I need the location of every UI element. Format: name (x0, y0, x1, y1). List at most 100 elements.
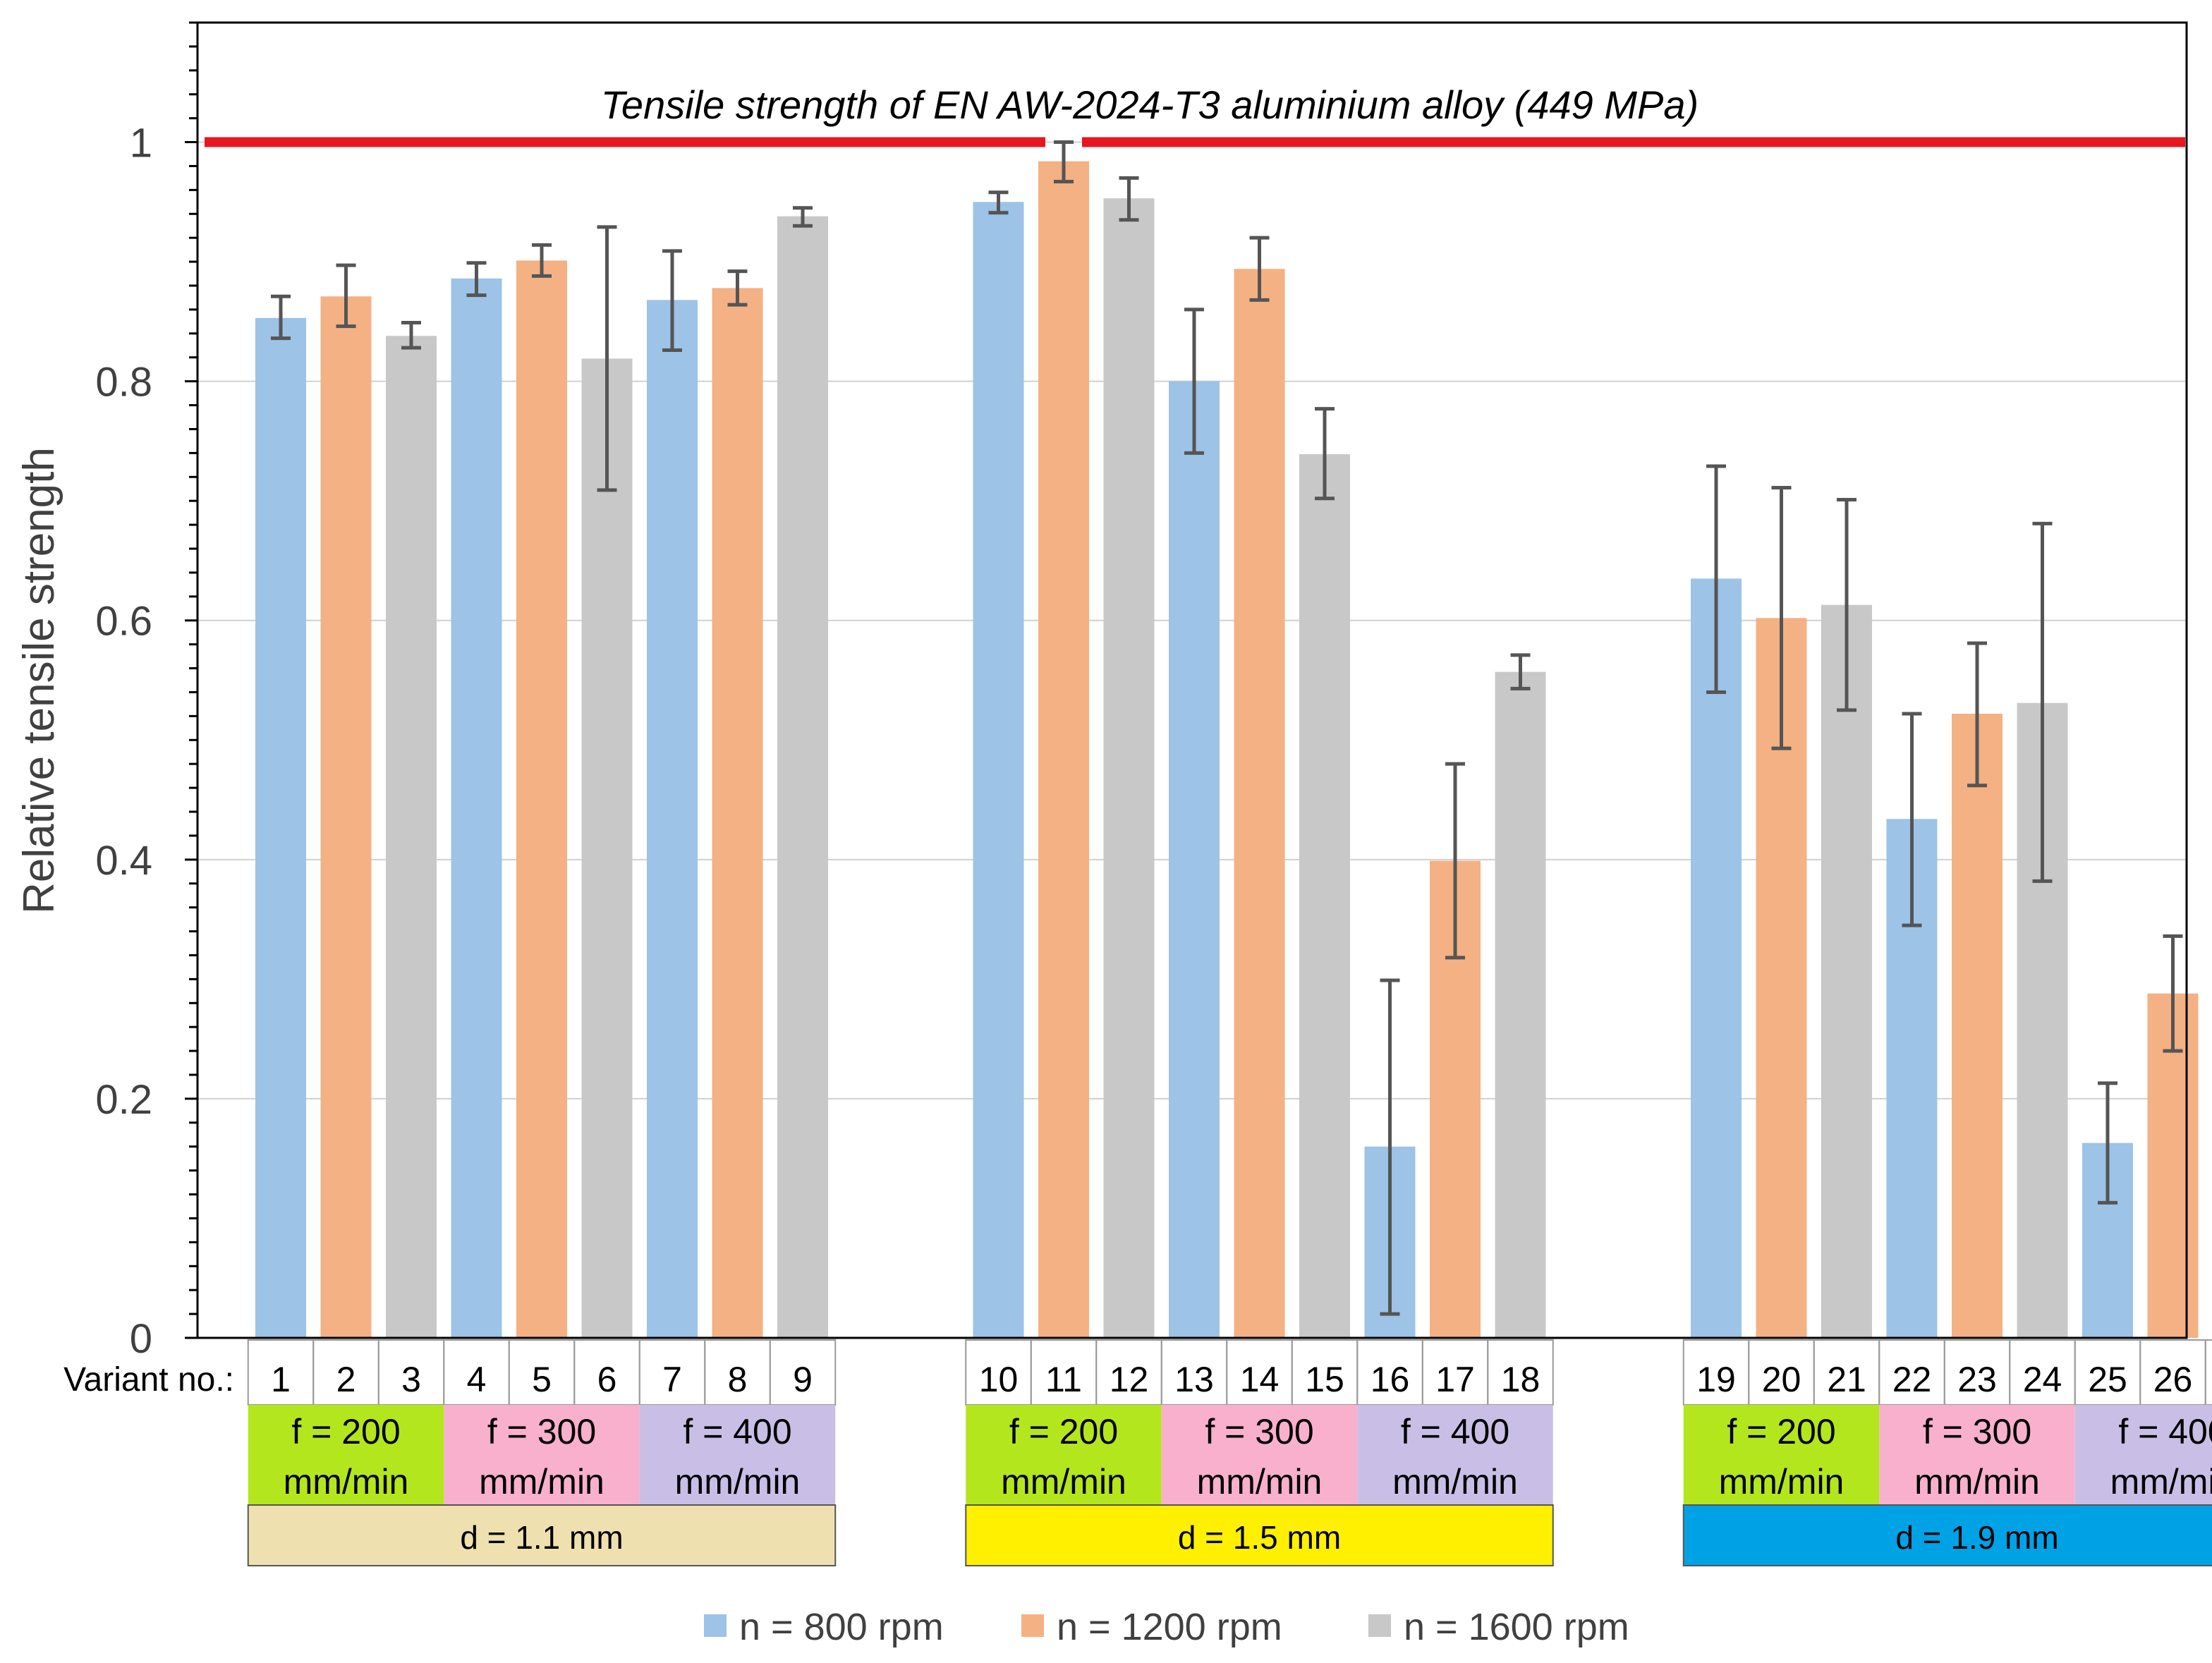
variant-number-5: 5 (532, 1360, 552, 1399)
feed-group-box-2 (639, 1405, 836, 1505)
bars (255, 161, 2199, 1339)
y-tick-label-4: 0.8 (95, 360, 152, 406)
error-bar-variant-21 (1837, 497, 1857, 712)
variant-number-2: 2 (336, 1360, 356, 1399)
bar-variant-9 (777, 216, 828, 1339)
diameter-group-label-0: d = 1.1 mm (460, 1519, 623, 1556)
diameter-group-box-0 (247, 1504, 837, 1566)
variant-number-26: 26 (2153, 1360, 2193, 1399)
bar-variant-15 (1299, 454, 1350, 1338)
variant-number-24: 24 (2023, 1360, 2062, 1399)
bar-variant-19 (1691, 578, 1742, 1338)
legend-swatch-0 (704, 1614, 727, 1637)
variant-number-14: 14 (1240, 1360, 1280, 1399)
variant-number-6: 6 (597, 1360, 617, 1399)
feed-group-box-1 (444, 1405, 640, 1505)
feed-group-box-8 (2074, 1405, 2212, 1505)
feed-group-unit-1: mm/min (479, 1462, 604, 1501)
bar-variant-8 (712, 288, 763, 1339)
bar-variant-6 (581, 358, 633, 1338)
y-axis-label: Relative tensile strength (15, 447, 63, 914)
bar-variant-18 (1495, 671, 1546, 1338)
feed-group-unit-2: mm/min (675, 1462, 801, 1501)
feed-group-label-2: f = 400 (683, 1412, 791, 1451)
error-bar-variant-13 (1184, 307, 1204, 455)
variant-number-13: 13 (1174, 1360, 1214, 1399)
variant-number-23: 23 (1957, 1360, 1997, 1399)
bar-variant-2 (320, 296, 372, 1339)
error-bar-variant-11 (1054, 140, 1074, 183)
axes: 0 0.2 0.4 0.6 0.8 1 Relative tensile strength (15, 21, 2188, 1362)
error-bar-variant-23 (1967, 641, 1987, 788)
bar-variant-7 (647, 300, 698, 1338)
error-bar-variant-19 (1706, 464, 1726, 694)
y-tick-label-3: 0.6 (95, 599, 152, 645)
variant-number-19: 19 (1696, 1360, 1736, 1399)
feed-group-unit-8: mm/min (2110, 1462, 2212, 1501)
feed-group-unit-7: mm/min (1914, 1462, 2040, 1501)
error-bar-variant-7 (662, 249, 682, 353)
feed-group-label-7: f = 300 (1923, 1412, 2031, 1451)
variant-number-16: 16 (1371, 1360, 1410, 1399)
y-tick-label-0: 0 (130, 1316, 152, 1362)
feed-group-unit-4: mm/min (1197, 1462, 1323, 1501)
y-tick-label-1: 0.2 (95, 1077, 152, 1123)
error-bar-variant-18 (1510, 653, 1531, 690)
bar-variant-11 (1038, 161, 1089, 1338)
error-bar-variant-24 (2032, 521, 2053, 883)
variant-number-20: 20 (1762, 1360, 1801, 1399)
bar-variant-12 (1103, 198, 1155, 1338)
variant-number-12: 12 (1110, 1360, 1149, 1399)
feed-group-box-5 (1357, 1405, 1553, 1505)
feed-group-box-7 (1879, 1405, 2075, 1505)
error-bars (271, 140, 2183, 1316)
feed-group-label-0: f = 200 (291, 1412, 400, 1451)
variant-number-1: 1 (271, 1360, 291, 1399)
feed-group-box-0 (248, 1405, 444, 1505)
variant-cell-27 (2204, 1339, 2212, 1406)
bar-variant-3 (386, 336, 437, 1338)
bar-variant-5 (516, 260, 567, 1338)
feed-group-box-4 (1161, 1405, 1358, 1505)
diameter-group-label-1: d = 1.5 mm (1178, 1519, 1341, 1556)
error-bar-variant-5 (532, 243, 552, 278)
variant-number-25: 25 (2088, 1360, 2127, 1399)
bar-variant-1 (255, 317, 306, 1338)
bar-variant-13 (1169, 381, 1220, 1338)
diameter-group-box-2 (1682, 1504, 2212, 1566)
legend: n = 800 rpm n = 1200 rpm n = 1600 rpm (704, 1606, 1629, 1648)
bar-variant-4 (451, 278, 502, 1338)
variant-number-15: 15 (1305, 1360, 1344, 1399)
error-bar-variant-26 (2163, 934, 2183, 1053)
variant-number-8: 8 (728, 1360, 748, 1399)
feed-group-label-3: f = 200 (1009, 1412, 1118, 1451)
error-bar-variant-9 (793, 206, 813, 228)
error-bar-variant-10 (988, 190, 1009, 215)
y-tick-label-2: 0.4 (95, 838, 152, 884)
feed-group-label-5: f = 400 (1401, 1412, 1509, 1451)
bar-variant-21 (1821, 604, 1872, 1339)
variant-number-22: 22 (1892, 1360, 1932, 1399)
feed-group-box-6 (1683, 1405, 1880, 1505)
plot-area-border (196, 21, 2188, 1339)
error-bar-variant-16 (1380, 978, 1400, 1316)
legend-label-2: n = 1600 rpm (1404, 1606, 1629, 1648)
reference-line-group: Tensile strength of EN AW-2024-T3 alumin… (205, 83, 2185, 147)
feed-group-label-6: f = 200 (1727, 1412, 1835, 1451)
variant-header: Variant no.: (63, 1361, 234, 1399)
bar-variant-23 (1952, 713, 2003, 1338)
diameter-group-label-2: d = 1.9 mm (1895, 1519, 2058, 1556)
legend-swatch-2 (1368, 1614, 1391, 1637)
reference-line-label: Tensile strength of EN AW-2024-T3 alumin… (601, 83, 1699, 127)
error-bar-variant-22 (1902, 712, 1922, 927)
error-bar-variant-1 (271, 294, 291, 341)
legend-label-0: n = 800 rpm (739, 1606, 944, 1648)
error-bar-variant-2 (336, 263, 356, 329)
error-bar-variant-3 (401, 321, 421, 350)
feed-group-unit-6: mm/min (1719, 1462, 1845, 1501)
legend-label-1: n = 1200 rpm (1057, 1606, 1282, 1648)
variant-number-18: 18 (1501, 1360, 1540, 1399)
error-bar-variant-25 (2098, 1081, 2117, 1205)
feed-group-box-3 (966, 1405, 1162, 1505)
